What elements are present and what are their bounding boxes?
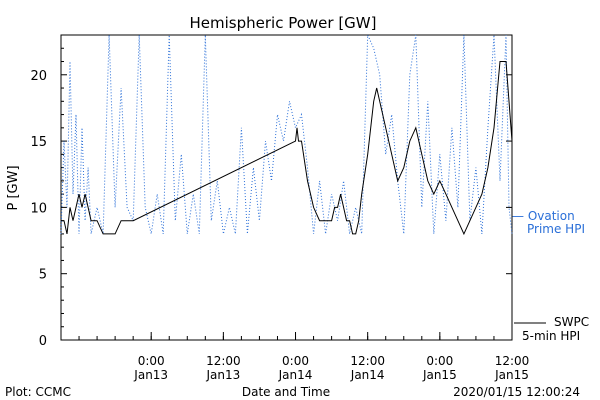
chart-title: Hemispheric Power [GW] — [190, 14, 377, 32]
y-tick-label: 15 — [30, 135, 47, 150]
y-tick-label: 0 — [39, 334, 47, 349]
legend-ovation-line2: Prime HPI — [527, 222, 585, 236]
x-axis-label: Date and Time — [242, 385, 330, 399]
x-tick-label-time: 12:00 — [350, 354, 385, 368]
x-tick-label-time: 0:00 — [426, 354, 453, 368]
x-tick-label-date: Jan14 — [278, 368, 313, 382]
footer-timestamp: 2020/01/15 12:00:24 — [453, 385, 580, 399]
y-axis-ticks: 0 5 10 15 20 — [30, 34, 512, 349]
footer-plot-credit: Plot: CCMC — [5, 385, 71, 399]
y-tick-label: 20 — [30, 69, 47, 84]
series-layer — [60, 34, 513, 236]
x-tick-label-date: Jan13 — [133, 368, 168, 382]
y-tick-label: 5 — [39, 268, 47, 283]
legend-swpc-line1: SWPC — [554, 315, 589, 329]
x-tick-label-time: 0:00 — [138, 354, 165, 368]
legend-ovation-line1: — Ovation — [512, 209, 575, 223]
y-tick-label: 10 — [30, 201, 47, 216]
y-axis-label: P [GW] — [6, 165, 21, 210]
legend-swpc-line2: 5-min HPI — [522, 329, 580, 343]
x-tick-label-time: 12:00 — [206, 354, 241, 368]
x-tick-label-date: Jan15 — [422, 368, 457, 382]
x-tick-label-date: Jan14 — [350, 368, 385, 382]
plot-frame — [60, 34, 513, 341]
x-tick-label-date: Jan13 — [205, 368, 240, 382]
x-axis-ticks: 0:00Jan1312:00Jan130:00Jan1412:00Jan140:… — [60, 332, 530, 382]
x-tick-label-time: 0:00 — [282, 354, 309, 368]
series-swpc-line — [61, 61, 513, 236]
x-tick-label-time: 12:00 — [495, 354, 530, 368]
series-ovation-prime-line — [60, 34, 513, 235]
x-tick-label-date: Jan15 — [494, 368, 529, 382]
